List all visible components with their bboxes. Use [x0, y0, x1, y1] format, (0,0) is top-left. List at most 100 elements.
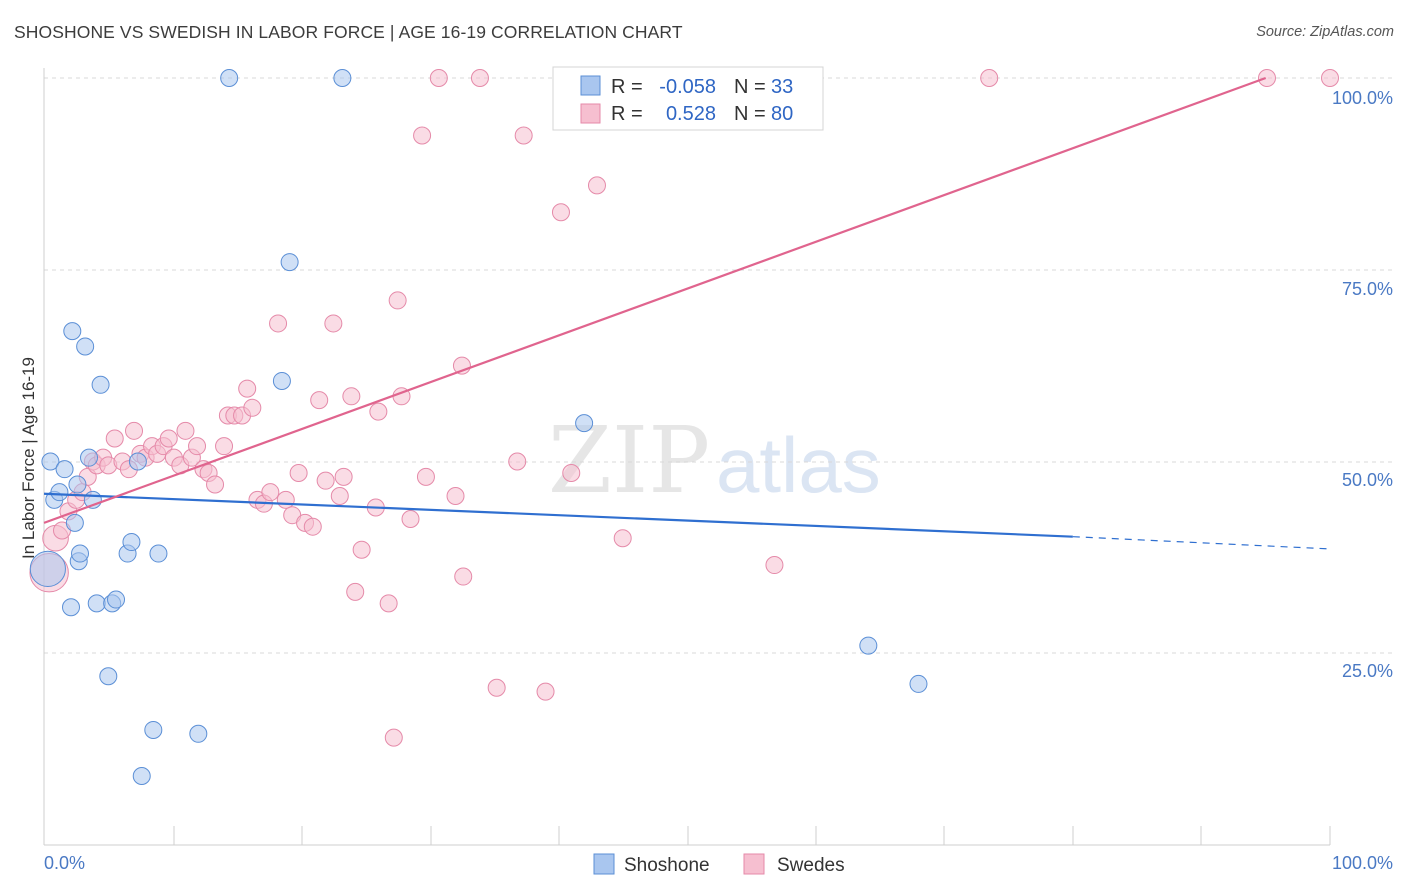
- shoshone-point: [859, 636, 878, 655]
- shoshone-point: [122, 533, 141, 552]
- swedes-point: [261, 483, 280, 502]
- y-tick-label-50: 50.0%: [1342, 470, 1393, 490]
- legend-n-label: N =: [734, 103, 766, 125]
- swedes-point: [159, 429, 178, 448]
- shoshone-point: [333, 69, 352, 87]
- source-label: Source: ZipAtlas.com: [1256, 24, 1394, 40]
- swedes-point: [276, 490, 295, 509]
- swedes-point: [413, 126, 432, 145]
- swedes-point: [536, 682, 555, 701]
- swedes-point: [289, 464, 308, 483]
- bottom-legend-shoshone: Shoshone: [624, 855, 710, 876]
- x-axis-ticks: [43, 826, 1331, 845]
- shoshone-trend-extension: [1072, 536, 1331, 550]
- shoshone-trend-line: [43, 492, 1073, 538]
- legend-n-label: N =: [734, 76, 766, 98]
- shoshone-point: [65, 513, 84, 532]
- legend-swatch-shoshone: [580, 75, 601, 96]
- shoshone-point: [99, 667, 118, 686]
- series-legend: Shoshone Swedes: [593, 853, 845, 876]
- swedes-point: [188, 437, 207, 456]
- trend-lines: [43, 76, 1331, 550]
- shoshone-point: [87, 594, 106, 613]
- swedes-point: [215, 437, 234, 456]
- y-tick-label-25: 25.0%: [1342, 661, 1393, 681]
- swedes-point: [105, 429, 124, 448]
- shoshone-point: [575, 414, 594, 433]
- shoshone-point: [76, 337, 95, 356]
- shoshone-point: [220, 69, 239, 87]
- shoshone-point: [272, 371, 291, 390]
- bottom-legend-swatch-swedes: [743, 853, 765, 875]
- swedes-trend-line: [43, 76, 1267, 524]
- swedes-point: [388, 291, 407, 310]
- swedes-point: [303, 517, 322, 536]
- legend-swatch-swedes: [580, 103, 601, 124]
- y-axis-title: In Labor Force | Age 16-19: [19, 357, 38, 559]
- legend-r-shoshone: -0.058: [659, 76, 716, 98]
- shoshone-point: [50, 483, 69, 502]
- swedes-point: [269, 314, 288, 333]
- swedes-point: [980, 69, 999, 87]
- swedes-point: [470, 69, 489, 87]
- shoshone-point: [55, 460, 74, 479]
- swedes-point: [352, 540, 371, 559]
- legend-r-swedes: 0.528: [666, 103, 716, 125]
- swedes-point: [562, 464, 581, 483]
- swedes-point: [551, 203, 570, 222]
- swedes-point: [330, 487, 349, 506]
- watermark-atlas: atlas: [716, 421, 881, 509]
- swedes-point: [342, 387, 361, 406]
- shoshone-point: [29, 550, 66, 587]
- shoshone-point: [189, 724, 208, 743]
- stats-legend: R = -0.058 N = 33 R = 0.528 N = 80: [552, 66, 824, 131]
- legend-n-swedes: 80: [771, 103, 793, 125]
- swedes-point: [416, 467, 435, 486]
- swedes-point: [384, 728, 403, 747]
- shoshone-point: [68, 475, 87, 494]
- bottom-legend-swedes: Swedes: [777, 855, 845, 876]
- y-tick-label-75: 75.0%: [1342, 279, 1393, 299]
- shoshone-point: [107, 590, 126, 609]
- swedes-point: [401, 510, 420, 529]
- shoshone-point: [71, 544, 90, 563]
- swedes-point: [238, 379, 257, 398]
- swedes-point: [346, 582, 365, 601]
- swedes-point: [587, 176, 606, 195]
- shoshone-point: [62, 598, 81, 617]
- swedes-point: [310, 391, 329, 410]
- shoshone-points: [29, 69, 928, 785]
- swedes-point: [125, 421, 144, 440]
- shoshone-point: [63, 322, 82, 341]
- shoshone-point: [144, 720, 163, 739]
- swedes-point: [1321, 69, 1339, 87]
- swedes-point: [206, 475, 225, 494]
- swedes-point: [324, 314, 343, 333]
- bottom-legend-swatch-shoshone: [593, 853, 615, 875]
- swedes-point: [1257, 69, 1276, 87]
- swedes-point: [454, 567, 473, 586]
- legend-r-label: R =: [611, 76, 643, 98]
- shoshone-point: [280, 253, 299, 272]
- swedes-point: [369, 402, 388, 421]
- swedes-point: [334, 467, 353, 486]
- shoshone-point: [91, 375, 110, 394]
- legend-n-shoshone: 33: [771, 76, 793, 98]
- legend-r-label: R =: [611, 103, 643, 125]
- shoshone-point: [80, 448, 99, 467]
- shoshone-point: [909, 674, 928, 693]
- watermark: ZIP atlas: [548, 407, 881, 514]
- swedes-point: [243, 398, 262, 417]
- shoshone-point: [128, 452, 147, 471]
- swedes-point: [429, 69, 448, 87]
- swedes-point: [446, 487, 465, 506]
- shoshone-point: [41, 452, 60, 471]
- y-tick-label-100: 100.0%: [1332, 88, 1393, 108]
- swedes-point: [514, 126, 533, 145]
- shoshone-point: [149, 544, 168, 563]
- gridlines: [44, 77, 1392, 654]
- swedes-point: [487, 678, 506, 697]
- swedes-point: [613, 529, 632, 548]
- swedes-point: [765, 556, 784, 575]
